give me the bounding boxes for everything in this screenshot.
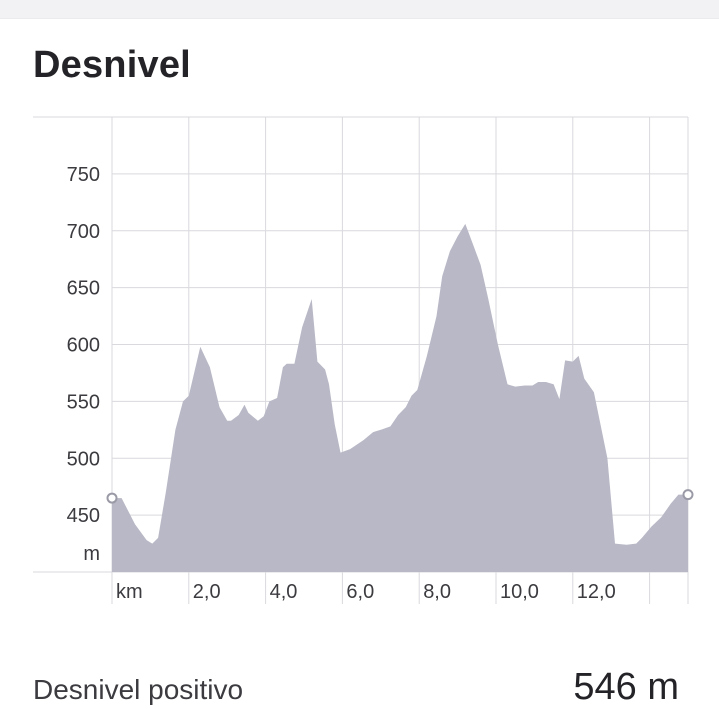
y-tick-label: 450 — [67, 505, 100, 527]
end-point-marker — [682, 489, 694, 501]
x-tick-label: 2,0 — [193, 581, 221, 603]
x-tick-label: 10,0 — [500, 581, 539, 603]
y-tick-label: 600 — [67, 335, 100, 357]
elevation-chart: 450 500 550 600 650 700 750 mkm 2,0 4,0 6,0 8,0 10,0… — [33, 116, 694, 604]
x-axis-unit: km — [116, 581, 143, 603]
y-tick-label: 700 — [67, 221, 100, 243]
section-title: Desnivel — [33, 44, 191, 86]
y-axis-unit: m — [83, 543, 100, 565]
y-tick-label: 500 — [67, 448, 100, 470]
x-tick-label: 12,0 — [577, 581, 616, 603]
top-strip — [0, 0, 719, 19]
x-tick-label: 8,0 — [423, 581, 451, 603]
elevation-gain-label: Desnivel positivo — [33, 674, 244, 705]
start-point-marker — [106, 492, 118, 504]
y-tick-label: 750 — [67, 164, 100, 186]
x-tick-label: 6,0 — [346, 581, 374, 603]
x-tick-label: 4,0 — [270, 581, 298, 603]
y-tick-label: 650 — [67, 278, 100, 300]
elevation-gain-row: Desnivel positivo 546 m — [33, 664, 679, 708]
y-tick-label: 550 — [67, 391, 100, 413]
elevation-area — [112, 223, 688, 572]
